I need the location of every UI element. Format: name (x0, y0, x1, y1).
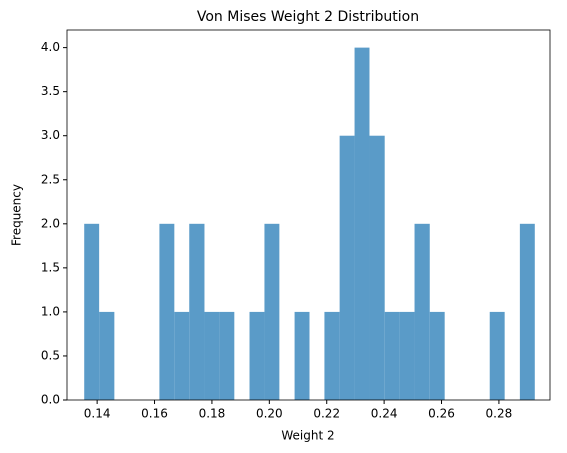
y-tick-label: 2.5 (41, 172, 60, 186)
bar (204, 311, 220, 400)
y-tick-label: 0.0 (41, 393, 60, 407)
bar (264, 223, 280, 400)
chart-title: Von Mises Weight 2 Distribution (197, 9, 419, 25)
bar (189, 223, 205, 400)
bar (489, 311, 505, 400)
axes-frame (66, 29, 551, 401)
x-tick-label: 0.22 (313, 407, 340, 421)
bar (354, 47, 370, 400)
y-tick-label: 1.0 (41, 304, 60, 318)
y-tick-label: 3.0 (41, 128, 60, 142)
y-tick-label: 1.5 (41, 260, 60, 274)
bar (174, 311, 190, 400)
bar (519, 223, 535, 400)
x-axis-label: Weight 2 (281, 429, 334, 443)
bar (249, 311, 265, 400)
bar (429, 311, 445, 400)
x-tick-label: 0.28 (486, 407, 513, 421)
x-tick-label: 0.20 (256, 407, 283, 421)
bar (414, 223, 430, 400)
bar (384, 311, 400, 400)
x-tick-label: 0.16 (141, 407, 168, 421)
y-axis-label: Frequency (10, 184, 24, 246)
bar (84, 223, 100, 400)
x-tick-label: 0.14 (84, 407, 111, 421)
x-tick-label: 0.18 (199, 407, 226, 421)
bar (99, 311, 115, 400)
x-tick-label: 0.24 (371, 407, 398, 421)
x-tick-label: 0.26 (428, 407, 455, 421)
bar (369, 135, 385, 400)
y-tick-label: 4.0 (41, 40, 60, 54)
bar (294, 311, 310, 400)
bar (324, 311, 340, 400)
y-tick-label: 3.5 (41, 84, 60, 98)
bar (399, 311, 415, 400)
bar (219, 311, 235, 400)
y-tick-label: 0.5 (41, 348, 60, 362)
y-tick-label: 2.0 (41, 216, 60, 230)
bar (159, 223, 175, 400)
bar (339, 135, 355, 400)
